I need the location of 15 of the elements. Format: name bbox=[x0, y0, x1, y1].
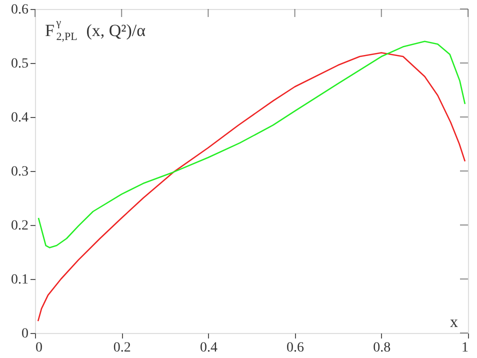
y-tick-label: 0.4 bbox=[11, 110, 28, 126]
x-axis-title: x bbox=[450, 314, 458, 331]
y-tick-label: 0.3 bbox=[11, 164, 28, 180]
y-tick-label: 0.5 bbox=[11, 56, 28, 72]
x-tick-label: 0 bbox=[36, 340, 42, 356]
x-tick-label: 0.4 bbox=[200, 340, 218, 356]
y-tick-label: 0.1 bbox=[11, 272, 28, 288]
line-series bbox=[38, 40, 466, 248]
x-tick-label: 0.6 bbox=[286, 340, 304, 356]
y-tick-label: 0 bbox=[22, 326, 28, 342]
x-tick-label: 0.8 bbox=[373, 340, 391, 356]
y-tick-label: 0.2 bbox=[11, 218, 28, 234]
x-tick-label: 0.2 bbox=[113, 340, 131, 356]
y-tick-label: 0.6 bbox=[11, 2, 28, 18]
x-tick-label: 1 bbox=[462, 340, 468, 356]
